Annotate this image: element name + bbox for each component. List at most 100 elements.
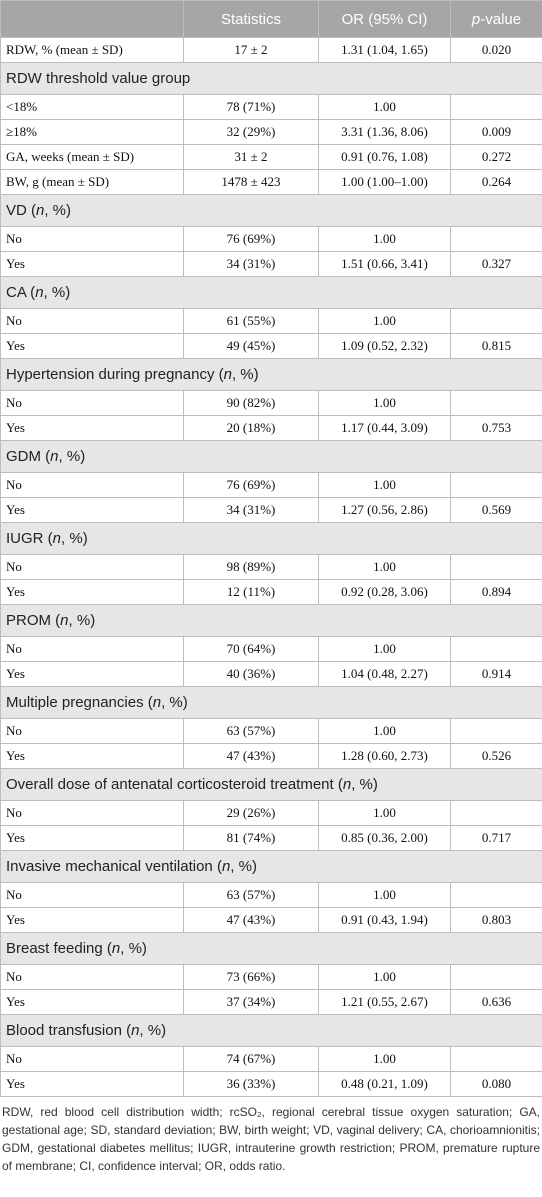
value-cell: 73 (66%) [183,964,319,990]
value-cell: 0.48 (0.21, 1.09) [318,1071,451,1097]
row-label: No [0,226,184,252]
value-cell: 1.31 (1.04, 1.65) [318,37,451,63]
row-label: No [0,472,184,498]
value-cell: 0.264 [450,169,542,195]
value-cell [450,308,542,334]
row-label: Yes [0,907,184,933]
data-row: No 63 (57%) 1.00 [0,718,542,744]
value-cell: 1.00 [318,390,451,416]
value-cell: 0.91 (0.43, 1.94) [318,907,451,933]
results-table: Statistics OR (95% CI) p-value RDW, % (mea… [0,0,542,1097]
row-label: BW, g (mean ± SD) [0,169,184,195]
value-cell [450,800,542,826]
value-cell: 0.91 (0.76, 1.08) [318,144,451,170]
section-row: IUGR (n, %) [0,522,542,555]
value-cell: 0.92 (0.28, 3.06) [318,579,451,605]
value-cell: 49 (45%) [183,333,319,359]
section-row: GDM (n, %) [0,440,542,473]
data-row: Yes 37 (34%) 1.21 (0.55, 2.67) 0.636 [0,989,542,1015]
value-cell [450,718,542,744]
value-cell: 0.85 (0.36, 2.00) [318,825,451,851]
section-row: VD (n, %) [0,194,542,227]
value-cell: 76 (69%) [183,226,319,252]
value-cell: 1478 ± 423 [183,169,319,195]
value-cell: 90 (82%) [183,390,319,416]
row-label: Yes [0,1071,184,1097]
value-cell: 1.00 [318,554,451,580]
value-cell: 76 (69%) [183,472,319,498]
section-row: Invasive mechanical ventilation (n, %) [0,850,542,883]
value-cell: 47 (43%) [183,743,319,769]
row-label: RDW, % (mean ± SD) [0,37,184,63]
section-title: Overall dose of antenatal corticosteroid… [0,768,542,801]
value-cell: 0.327 [450,251,542,277]
section-title: GDM (n, %) [0,440,542,473]
row-label: Yes [0,743,184,769]
value-cell: 70 (64%) [183,636,319,662]
value-cell: 17 ± 2 [183,37,319,63]
data-row: Yes 47 (43%) 1.28 (0.60, 2.73) 0.526 [0,743,542,769]
value-cell: 0.009 [450,119,542,145]
value-cell: 36 (33%) [183,1071,319,1097]
value-cell: 1.27 (0.56, 2.86) [318,497,451,523]
section-title: Hypertension during pregnancy (n, %) [0,358,542,391]
header-cell: Statistics [183,0,319,38]
row-label: No [0,964,184,990]
value-cell [450,882,542,908]
data-row: No 70 (64%) 1.00 [0,636,542,662]
header-row: Statistics OR (95% CI) p-value [0,0,542,38]
value-cell: 1.00 [318,226,451,252]
value-cell: 0.636 [450,989,542,1015]
value-cell: 0.753 [450,415,542,441]
value-cell: 0.803 [450,907,542,933]
section-row: CA (n, %) [0,276,542,309]
value-cell: 0.080 [450,1071,542,1097]
value-cell: 61 (55%) [183,308,319,334]
value-cell: 12 (11%) [183,579,319,605]
value-cell: 1.21 (0.55, 2.67) [318,989,451,1015]
row-label: Yes [0,579,184,605]
data-row: No 90 (82%) 1.00 [0,390,542,416]
section-title: CA (n, %) [0,276,542,309]
value-cell: 0.815 [450,333,542,359]
section-title: Invasive mechanical ventilation (n, %) [0,850,542,883]
section-row: Multiple pregnancies (n, %) [0,686,542,719]
row-label: Yes [0,497,184,523]
value-cell: 0.020 [450,37,542,63]
data-row: No 29 (26%) 1.00 [0,800,542,826]
data-row: No 61 (55%) 1.00 [0,308,542,334]
section-row: Blood transfusion (n, %) [0,1014,542,1047]
value-cell: 1.00 [318,94,451,120]
value-cell: 74 (67%) [183,1046,319,1072]
data-row: <18% 78 (71%) 1.00 [0,94,542,120]
row-label: <18% [0,94,184,120]
data-row: No 63 (57%) 1.00 [0,882,542,908]
value-cell [450,964,542,990]
data-row: Yes 40 (36%) 1.04 (0.48, 2.27) 0.914 [0,661,542,687]
data-row: Yes 20 (18%) 1.17 (0.44, 3.09) 0.753 [0,415,542,441]
value-cell: 1.04 (0.48, 2.27) [318,661,451,687]
section-title: RDW threshold value group [0,62,542,95]
row-label: No [0,882,184,908]
value-cell: 3.31 (1.36, 8.06) [318,119,451,145]
header-cell [0,0,184,38]
section-title: IUGR (n, %) [0,522,542,555]
value-cell: 32 (29%) [183,119,319,145]
value-cell: 0.894 [450,579,542,605]
value-cell: 78 (71%) [183,94,319,120]
data-row: ≥18% 32 (29%) 3.31 (1.36, 8.06) 0.009 [0,119,542,145]
value-cell: 1.28 (0.60, 2.73) [318,743,451,769]
header-cell: p-value [450,0,542,38]
section-title: VD (n, %) [0,194,542,227]
data-row: No 73 (66%) 1.00 [0,964,542,990]
value-cell: 1.00 (1.00–1.00) [318,169,451,195]
value-cell: 63 (57%) [183,718,319,744]
section-row: Overall dose of antenatal corticosteroid… [0,768,542,801]
value-cell: 98 (89%) [183,554,319,580]
value-cell: 34 (31%) [183,497,319,523]
value-cell [450,472,542,498]
data-row: No 74 (67%) 1.00 [0,1046,542,1072]
value-cell: 29 (26%) [183,800,319,826]
value-cell: 0.526 [450,743,542,769]
